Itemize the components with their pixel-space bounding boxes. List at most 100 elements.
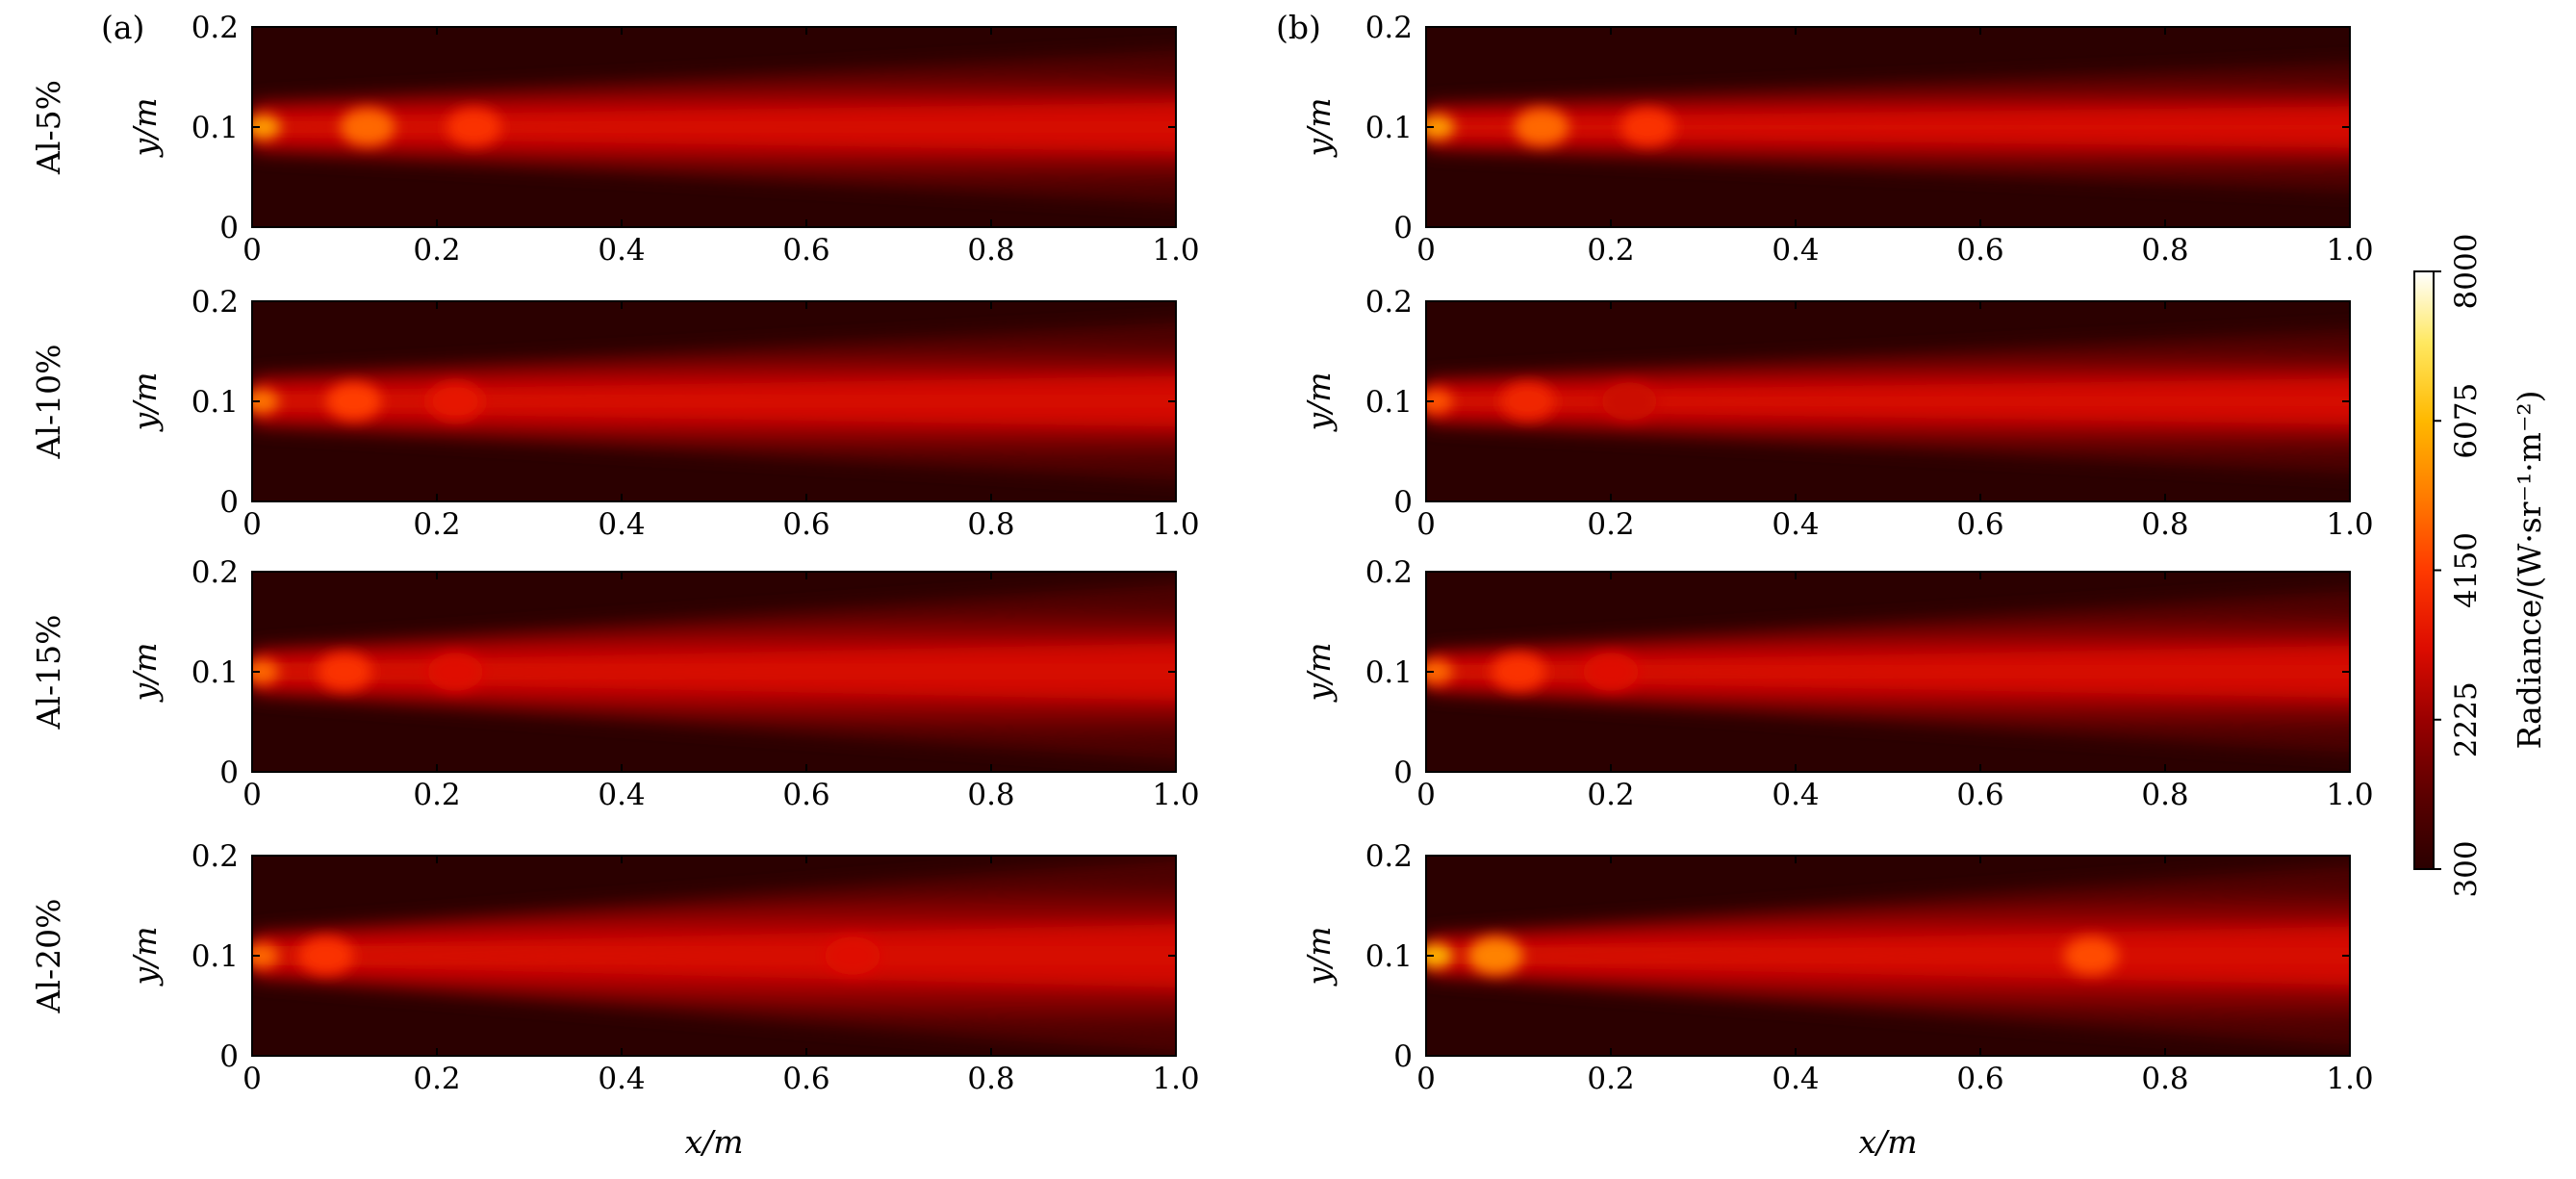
- x-tick-label: 0.2: [1587, 507, 1634, 542]
- x-tick-label: 0.8: [967, 778, 1014, 812]
- panel-b-row-1: 0 0.2 0.4 0.6 0.8 1.0 0 0.1 0.2 y/m: [1300, 11, 2374, 268]
- y-tick-label: 0.1: [1365, 655, 1413, 690]
- x-tick-label: 0.2: [413, 1062, 460, 1096]
- y-axis-label: y/m: [126, 642, 164, 703]
- x-tick-label: 1.0: [2326, 507, 2373, 542]
- x-tick-label: 1.0: [1152, 233, 1199, 268]
- y-tick-label: 0.1: [191, 655, 239, 690]
- x-tick-label: 0.2: [413, 507, 460, 542]
- hot-spot: [298, 936, 354, 975]
- hot-spot: [1426, 389, 1453, 414]
- row-label: Al-5%: [30, 80, 67, 175]
- plume-core: [1426, 645, 2350, 699]
- heatmap-field: [252, 572, 1176, 772]
- hot-spot: [1426, 659, 1453, 684]
- panel-a-row-3: 0 0.2 0.4 0.6 0.8 1.0 0 0.1 0.2 y/m Al-15%: [30, 555, 1200, 812]
- hot-spot: [1426, 115, 1455, 140]
- x-tick-label: 0.2: [1587, 778, 1634, 812]
- x-tick-label: 0.8: [967, 1062, 1014, 1096]
- plume-core: [1426, 378, 2350, 424]
- y-tick-label: 0.1: [1365, 939, 1413, 974]
- x-tick-label: 0.2: [413, 778, 460, 812]
- x-tick-label: 0.2: [413, 233, 460, 268]
- row-label: Al-20%: [30, 899, 67, 1014]
- x-tick-label: 1.0: [1152, 507, 1199, 542]
- y-tick-label: 0.1: [1365, 111, 1413, 145]
- colorbar-tick-label: 8000: [2449, 234, 2484, 310]
- y-tick-label: 0.2: [191, 839, 239, 874]
- hot-spot: [252, 659, 279, 684]
- y-axis-label: y/m: [1300, 372, 1338, 432]
- x-tick-label: 0: [1416, 1062, 1436, 1096]
- x-tick-label: 0: [1416, 778, 1436, 812]
- hot-spot: [326, 382, 382, 421]
- panel-b-row-4: 0 0.2 0.4 0.6 0.8 1.0 0 0.1 0.2 y/m x/m: [1300, 839, 2374, 1161]
- plume-core: [1426, 926, 2350, 986]
- hot-spot: [252, 115, 281, 140]
- y-tick-label: 0.2: [191, 555, 239, 590]
- heatmap-field: [252, 301, 1176, 501]
- heatmap-field: [252, 856, 1176, 1056]
- x-tick-label: 1.0: [2326, 778, 2373, 812]
- hot-spot: [825, 936, 880, 975]
- x-tick-label: 0.4: [598, 507, 645, 542]
- x-tick-label: 1.0: [1152, 778, 1199, 812]
- panel-label-b: (b): [1276, 9, 1321, 46]
- x-tick-label: 1.0: [1152, 1062, 1199, 1096]
- hot-spot: [252, 943, 279, 968]
- heatmap-field: [1426, 856, 2350, 1056]
- x-tick-label: 0.8: [967, 233, 1014, 268]
- colorbar-tick-label: 2225: [2449, 681, 2484, 757]
- colorbar-ticks: 300 2225 4150 6075 8000: [2434, 234, 2484, 898]
- x-tick-label: 0.8: [2141, 233, 2188, 268]
- hot-spot: [1514, 108, 1569, 146]
- y-tick-label: 0.1: [191, 385, 239, 420]
- y-axis-label: y/m: [126, 97, 164, 158]
- y-tick-label: 0: [1393, 485, 1413, 520]
- hot-spot: [252, 389, 279, 414]
- x-tick-label: 0: [1416, 233, 1436, 268]
- x-tick-label: 0.6: [782, 1062, 829, 1096]
- panel-b-row-2: 0 0.2 0.4 0.6 0.8 1.0 0 0.1 0.2 y/m: [1300, 285, 2374, 542]
- row-label: Al-10%: [30, 345, 67, 460]
- panel-a-row-4: 0 0.2 0.4 0.6 0.8 1.0 0 0.1 0.2 y/m Al-20% x/m: [30, 839, 1200, 1161]
- x-tick-label: 0.2: [1587, 233, 1634, 268]
- panel-label-a: (a): [101, 9, 144, 46]
- hot-spot: [1426, 943, 1453, 968]
- y-tick-label: 0.1: [1365, 385, 1413, 420]
- x-tick-label: 0.4: [1772, 507, 1819, 542]
- x-tick-label: 0.8: [2141, 1062, 2188, 1096]
- x-tick-label: 0: [242, 1062, 262, 1096]
- hot-spot: [1467, 936, 1523, 975]
- hot-spot: [427, 382, 483, 421]
- y-tick-label: 0.2: [1365, 839, 1413, 874]
- x-axis-label: x/m: [684, 1123, 743, 1161]
- y-tick-label: 0.2: [1365, 285, 1413, 320]
- x-tick-label: 1.0: [2326, 1062, 2373, 1096]
- hot-spot: [1620, 108, 1675, 146]
- heatmap-field: [252, 27, 1176, 227]
- hot-spot: [317, 653, 372, 691]
- x-tick-label: 0.4: [1772, 233, 1819, 268]
- y-axis-label: y/m: [126, 372, 164, 432]
- y-tick-label: 0.2: [1365, 555, 1413, 590]
- y-axis-label: y/m: [1300, 642, 1338, 703]
- y-axis-label: y/m: [1300, 97, 1338, 158]
- x-tick-label: 0.8: [2141, 507, 2188, 542]
- y-tick-label: 0: [1393, 756, 1413, 790]
- x-tick-label: 0.2: [1587, 1062, 1634, 1096]
- plume-core: [252, 643, 1176, 701]
- x-tick-label: 0: [242, 778, 262, 812]
- x-tick-label: 0.4: [598, 778, 645, 812]
- x-tick-label: 0.6: [1956, 1062, 2003, 1096]
- x-tick-label: 0.4: [1772, 1062, 1819, 1096]
- hot-spot: [2063, 936, 2119, 975]
- x-tick-label: 0: [242, 507, 262, 542]
- x-tick-label: 0: [1416, 507, 1436, 542]
- y-tick-label: 0.1: [191, 939, 239, 974]
- x-tick-label: 0.4: [598, 233, 645, 268]
- colorbar-gradient: [2413, 270, 2435, 870]
- y-tick-label: 0: [219, 211, 239, 245]
- y-tick-label: 0.1: [191, 111, 239, 145]
